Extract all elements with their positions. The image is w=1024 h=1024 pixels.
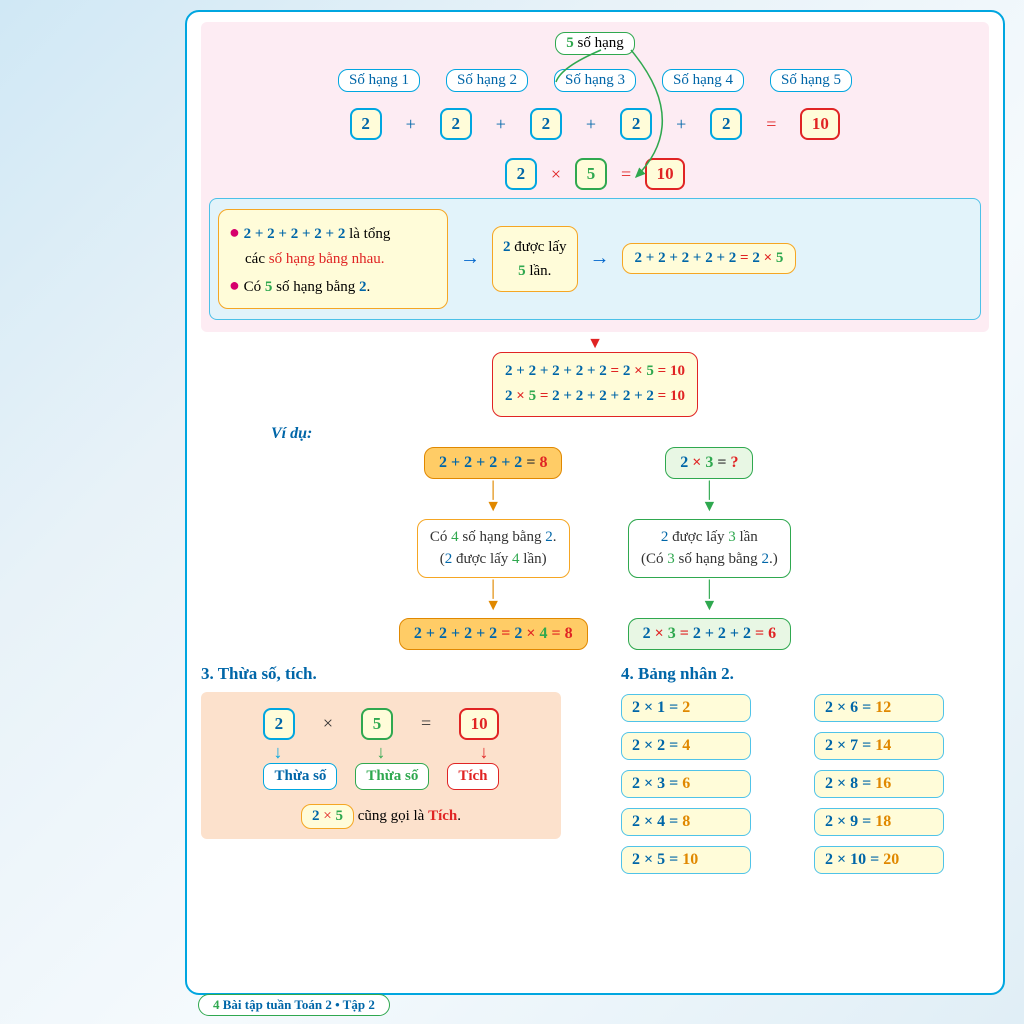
product: 10	[459, 708, 499, 740]
mult-cell: 2 × 3 = 6	[621, 770, 751, 798]
t: là tổng	[345, 226, 390, 242]
arrow-right-icon: →	[460, 247, 480, 270]
mult-cell: 2 × 10 = 20	[814, 846, 944, 874]
explain-left: ● 2 + 2 + 2 + 2 + 2 là tổng các số hạng …	[218, 209, 448, 309]
mult-cell: 2 × 8 = 16	[814, 770, 944, 798]
label-product: Tích	[447, 763, 498, 790]
t: 2	[503, 239, 511, 255]
example-left: 2 + 2 + 2 + 2 = 8 │▼ Có 4 số hạng bằng 2…	[399, 447, 588, 650]
examples-row: 2 + 2 + 2 + 2 = 8 │▼ Có 4 số hạng bằng 2…	[201, 447, 989, 650]
note: 2 × 5 cũng gọi là Tích.	[213, 804, 549, 829]
vidu-label: Ví dụ:	[271, 425, 989, 443]
explain-mid: 2 được lấy 5 lần.	[492, 226, 578, 292]
term-labels-row: Số hạng 1 Số hạng 2 Số hạng 3 Số hạng 4 Số h…	[209, 69, 981, 92]
factor-b: 5	[361, 708, 393, 740]
factor-a: 2	[263, 708, 295, 740]
arrow-down-icon: │▼	[628, 582, 792, 614]
section-3: 3. Thừa số, tích. 2 × 5 = 10 ↓ ↓ ↓	[201, 664, 591, 874]
pink-section: 5 số hạng Số hạng 1Số hạng 2Số hạng 3Số …	[201, 22, 989, 332]
footer: 4 Bài tập tuần Toán 2 • Tập 2	[198, 994, 390, 1016]
t: 2 + 2 + 2 + 2 + 2	[244, 226, 346, 242]
arrow-down-icon: ↓	[377, 742, 386, 763]
label-factor: Thừa số	[355, 763, 429, 790]
term-label: Số hạng 2	[446, 69, 528, 92]
term-label: Số hạng 5	[770, 69, 852, 92]
bottom-sections: 3. Thừa số, tích. 2 × 5 = 10 ↓ ↓ ↓	[201, 664, 989, 874]
sec3-title: 3. Thừa số, tích.	[201, 664, 591, 684]
label-factor: Thừa số	[263, 763, 337, 790]
sec4-title: 4. Bảng nhân 2.	[621, 664, 989, 684]
mult-cell: 2 × 2 = 4	[621, 732, 751, 760]
term-label: Số hạng 4	[662, 69, 744, 92]
header-pill: 5 số hạng	[555, 32, 635, 55]
term-label: Số hạng 1	[338, 69, 420, 92]
arrow-down-icon: │▼	[628, 483, 792, 515]
arrow-down-icon: ↓	[274, 742, 283, 763]
t: 2	[359, 279, 367, 295]
addend: 2	[440, 108, 472, 140]
peach-box: 2 × 5 = 10 ↓ ↓ ↓ Thừa số Thừa số Tích	[201, 692, 561, 839]
blue-explain: ● 2 + 2 + 2 + 2 + 2 là tổng các số hạng …	[209, 198, 981, 320]
addend-row: 2+2+2+2+2=10	[209, 108, 981, 140]
t: số hạng bằng nhau.	[269, 251, 385, 267]
page: 5 số hạng Số hạng 1Số hạng 2Số hạng 3Số …	[185, 10, 1005, 995]
t: 5	[518, 263, 526, 279]
addend: 2	[350, 108, 382, 140]
t: các	[245, 251, 269, 267]
mult-b: 5	[575, 158, 607, 190]
explain-right: 2 + 2 + 2 + 2 + 2 = 2 × 5	[622, 243, 797, 274]
mult-cell: 2 × 1 = 2	[621, 694, 751, 722]
center-result: 2 + 2 + 2 + 2 + 2 = 2 × 5 = 102 × 5 = 2 …	[492, 352, 698, 417]
t: lần.	[526, 263, 552, 279]
t: được lấy	[511, 239, 567, 255]
arrow-down-icon: ▼	[201, 336, 989, 352]
mult-cell: 2 × 4 = 8	[621, 808, 751, 836]
addend: 2	[620, 108, 652, 140]
mult-cell: 2 × 5 = 10	[621, 846, 751, 874]
term-label: Số hạng 3	[554, 69, 636, 92]
mult-row: 2 × 5 = 10	[209, 158, 981, 190]
arrow-down-icon: │▼	[399, 483, 588, 515]
result: 10	[800, 108, 840, 140]
addend: 2	[530, 108, 562, 140]
mult-cell: 2 × 9 = 18	[814, 808, 944, 836]
t: .	[367, 279, 371, 295]
mult-a: 2	[505, 158, 537, 190]
arrow-right-icon: →	[590, 247, 610, 270]
arrow-down-icon: │▼	[399, 582, 588, 614]
example-right: 2 × 3 = ? │▼ 2 được lấy 3 lần(Có 3 số hạ…	[628, 447, 792, 650]
t: số hạng bằng	[272, 279, 359, 295]
mult-cell: 2 × 6 = 12	[814, 694, 944, 722]
addend: 2	[710, 108, 742, 140]
mult-table: 2 × 1 = 2 2 × 6 = 12 2 × 2 = 4 2 × 7 = 14 2 …	[621, 694, 989, 874]
arrow-down-icon: ↓	[480, 742, 489, 763]
t: Có	[244, 279, 265, 295]
mult-r: 10	[645, 158, 685, 190]
mult-cell: 2 × 7 = 14	[814, 732, 944, 760]
section-4: 4. Bảng nhân 2. 2 × 1 = 2 2 × 6 = 12 2 × 2…	[621, 664, 989, 874]
